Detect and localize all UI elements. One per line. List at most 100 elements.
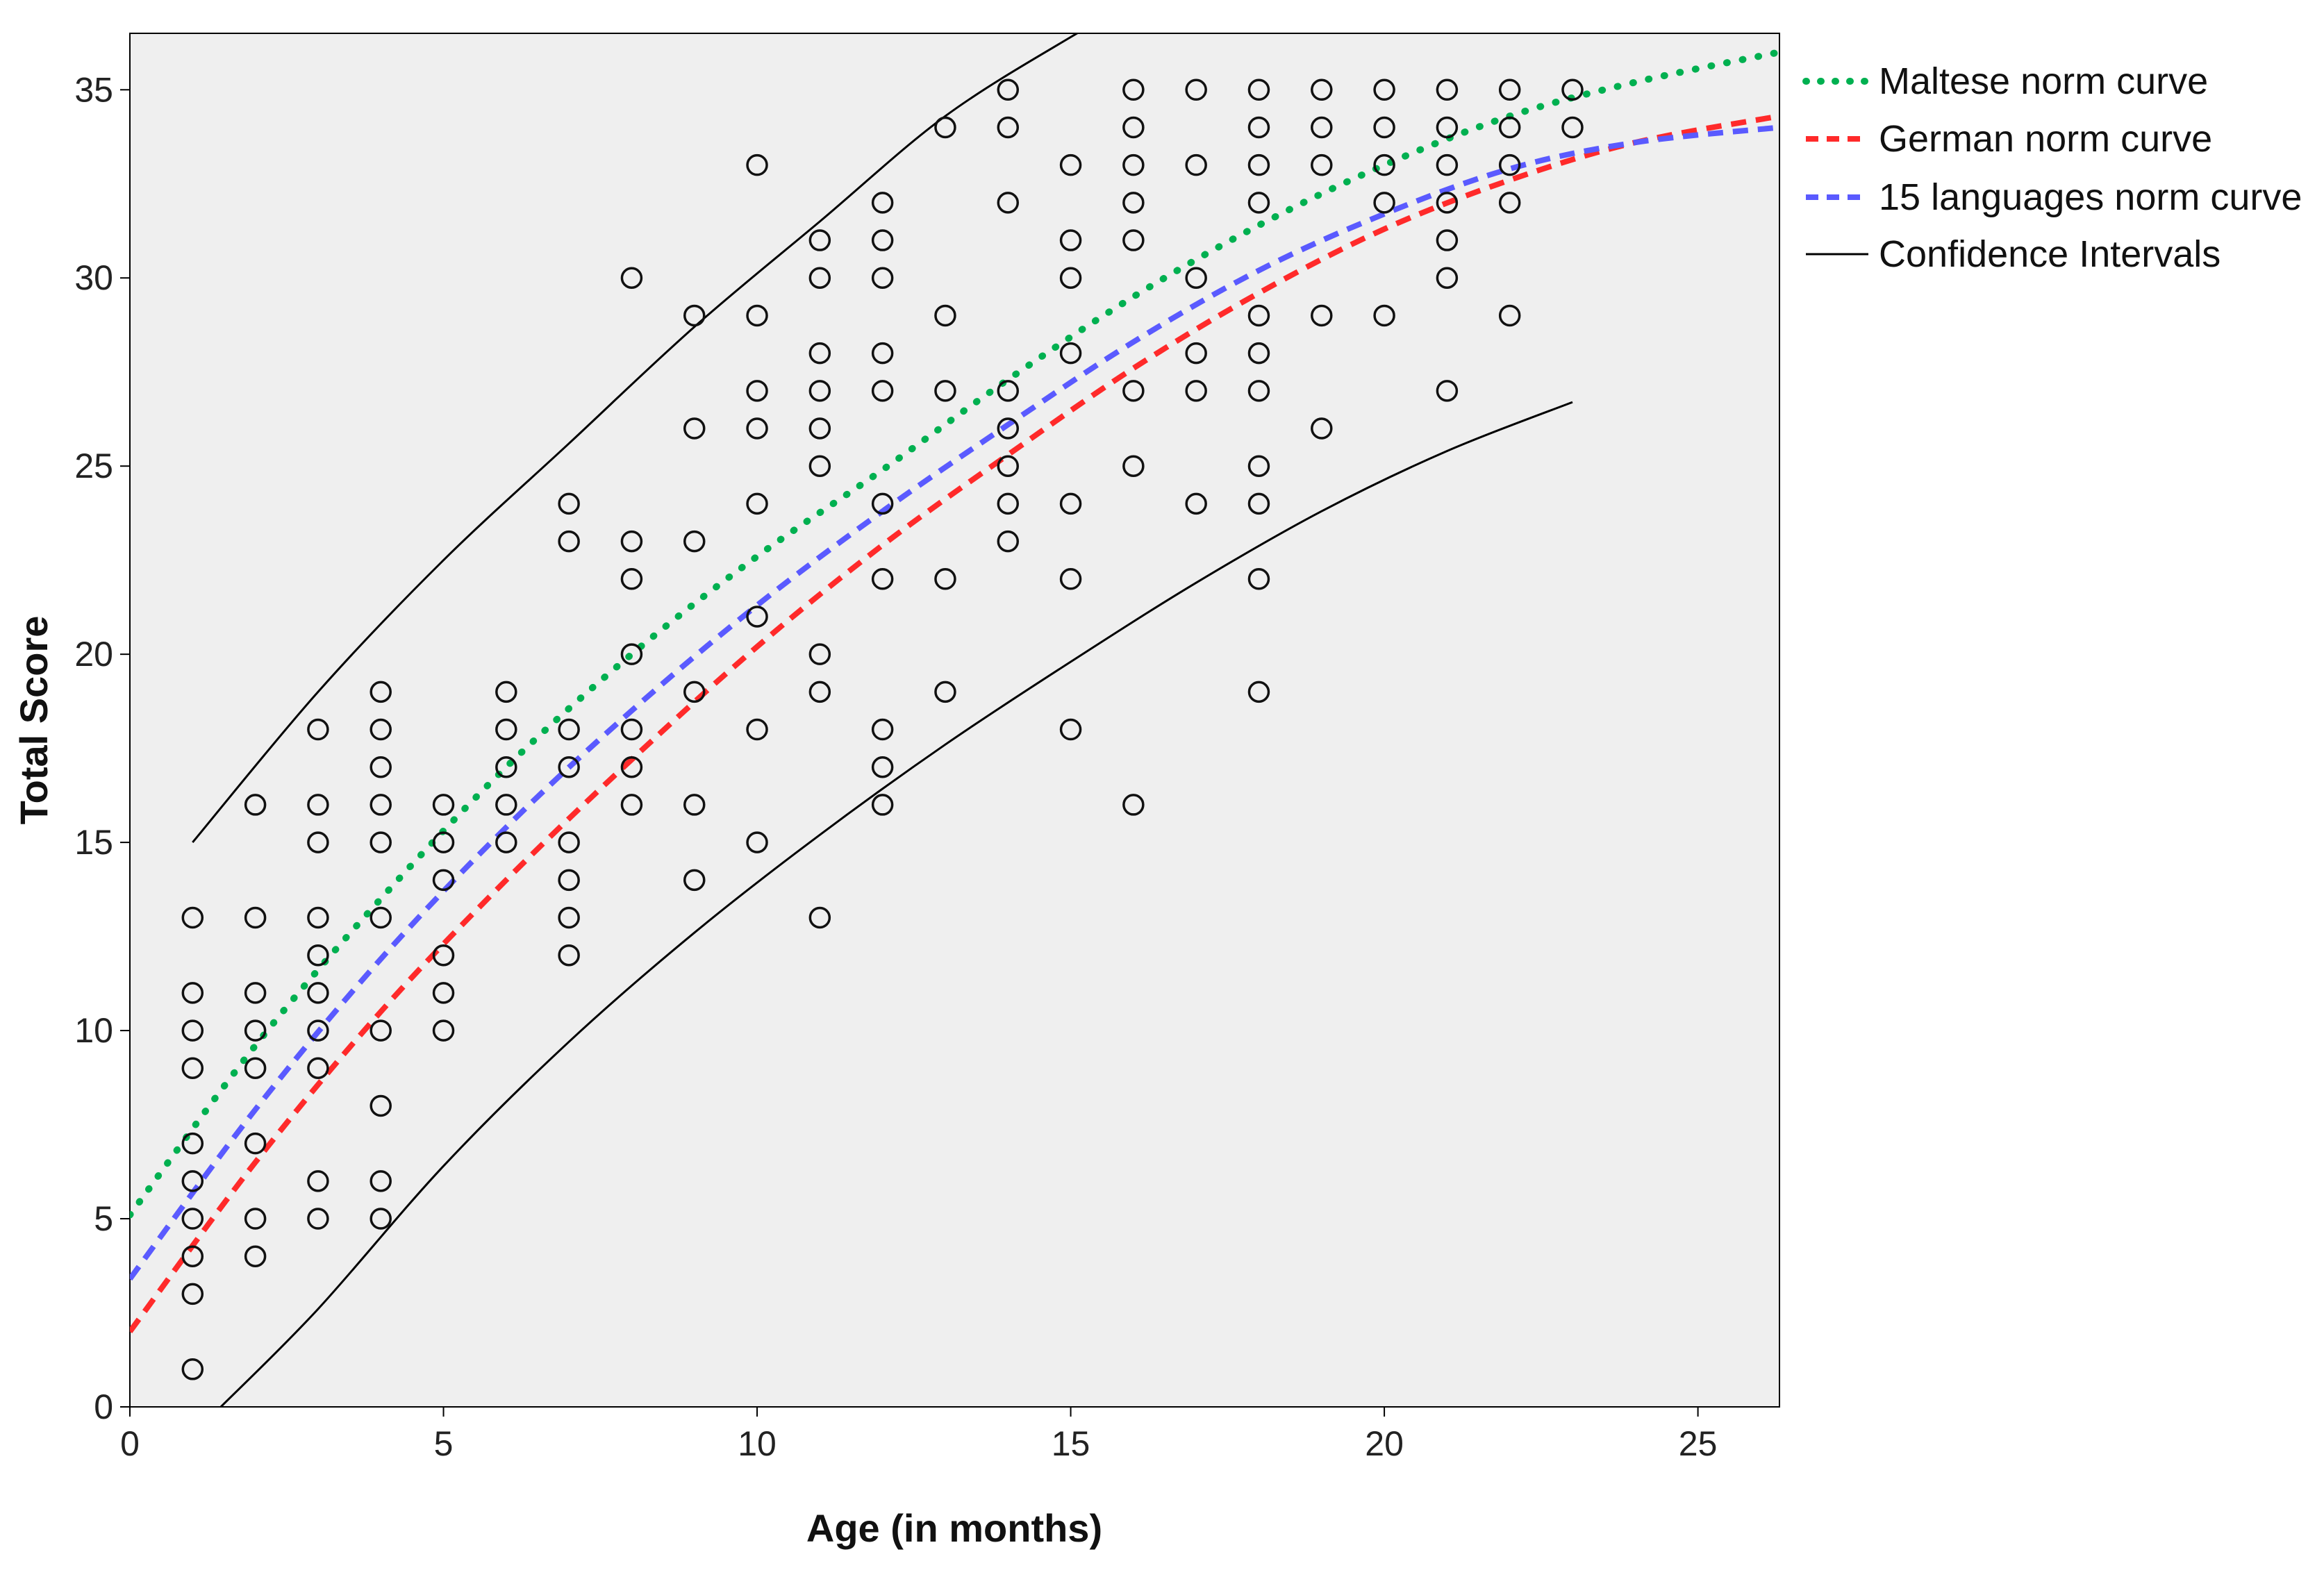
data-point — [558, 492, 580, 515]
data-point — [934, 304, 956, 327]
data-point — [1247, 342, 1270, 365]
data-point — [683, 530, 706, 553]
data-point — [746, 153, 768, 176]
data-point — [1122, 229, 1145, 251]
data-point — [1311, 153, 1333, 176]
data-point — [1247, 568, 1270, 590]
y-tick-label: 5 — [94, 1199, 113, 1238]
y-tick-label: 35 — [74, 70, 113, 109]
data-point — [181, 1019, 204, 1042]
data-point — [746, 380, 768, 402]
x-tick-label: 0 — [120, 1424, 140, 1463]
data-point — [620, 568, 643, 590]
data-point — [997, 455, 1020, 477]
data-point — [558, 869, 580, 892]
data-point — [244, 794, 267, 816]
data-point — [1247, 116, 1270, 139]
data-point — [746, 831, 768, 853]
data-point — [1436, 380, 1459, 402]
data-point — [1247, 455, 1270, 477]
data-point — [871, 342, 894, 365]
data-point — [1436, 153, 1459, 176]
data-point — [244, 1019, 267, 1042]
data-point — [934, 116, 956, 139]
data-point — [1247, 681, 1270, 703]
data-point — [558, 530, 580, 553]
data-point — [1436, 192, 1459, 214]
data-point — [495, 718, 517, 741]
data-point — [1436, 116, 1459, 139]
data-point — [558, 944, 580, 967]
data-point — [808, 342, 831, 365]
y-axis-title: Total Score — [12, 616, 56, 825]
data-point — [1561, 78, 1584, 101]
data-point — [997, 492, 1020, 515]
data-point — [558, 831, 580, 853]
data-point — [1311, 116, 1333, 139]
data-point — [432, 1019, 455, 1042]
legend-label: Maltese norm curve — [1879, 60, 2208, 102]
y-tick-label: 30 — [74, 258, 113, 297]
data-point — [808, 455, 831, 477]
data-point — [558, 718, 580, 741]
data-point — [1185, 342, 1207, 365]
data-point — [181, 1358, 204, 1380]
data-point — [307, 944, 329, 967]
data-point — [997, 530, 1020, 553]
data-point — [244, 1208, 267, 1230]
data-point — [746, 718, 768, 741]
data-point — [370, 906, 392, 929]
data-point — [871, 380, 894, 402]
data-point — [997, 417, 1020, 440]
data-point — [370, 1208, 392, 1230]
data-point — [1498, 116, 1521, 139]
data-point — [432, 944, 455, 967]
data-point — [1436, 229, 1459, 251]
data-point — [683, 794, 706, 816]
data-point — [370, 1019, 392, 1042]
x-tick-label: 20 — [1365, 1424, 1404, 1463]
curve-15-languages-norm-curve — [130, 124, 1779, 1281]
data-point — [495, 831, 517, 853]
data-point — [871, 267, 894, 289]
data-point — [808, 417, 831, 440]
data-point — [307, 982, 329, 1004]
data-point — [1122, 455, 1145, 477]
data-point — [244, 982, 267, 1004]
data-point — [181, 1170, 204, 1192]
y-tick-label: 15 — [74, 823, 113, 862]
data-point — [1059, 153, 1082, 176]
data-point — [1373, 192, 1395, 214]
data-point — [307, 831, 329, 853]
data-point — [1373, 116, 1395, 139]
data-point — [307, 906, 329, 929]
data-point — [746, 417, 768, 440]
data-point — [181, 906, 204, 929]
data-point — [683, 417, 706, 440]
curve-confidence-intervals-lower — [219, 401, 1573, 1407]
data-point — [307, 1057, 329, 1080]
data-point — [1122, 116, 1145, 139]
data-point — [746, 304, 768, 327]
data-point — [871, 229, 894, 251]
data-point — [683, 869, 706, 892]
data-point — [181, 1208, 204, 1230]
data-point — [871, 756, 894, 778]
data-point — [307, 718, 329, 741]
data-point — [620, 718, 643, 741]
data-point — [808, 681, 831, 703]
data-point — [370, 718, 392, 741]
y-tick-label: 25 — [74, 447, 113, 485]
data-point — [432, 831, 455, 853]
data-point — [1059, 229, 1082, 251]
data-point — [808, 643, 831, 665]
x-tick-label: 15 — [1052, 1424, 1090, 1463]
data-point — [934, 568, 956, 590]
data-point — [1498, 78, 1521, 101]
data-point — [1247, 192, 1270, 214]
curve-german-norm-curve — [130, 113, 1779, 1333]
data-point — [1185, 492, 1207, 515]
data-point — [620, 794, 643, 816]
data-point — [871, 718, 894, 741]
